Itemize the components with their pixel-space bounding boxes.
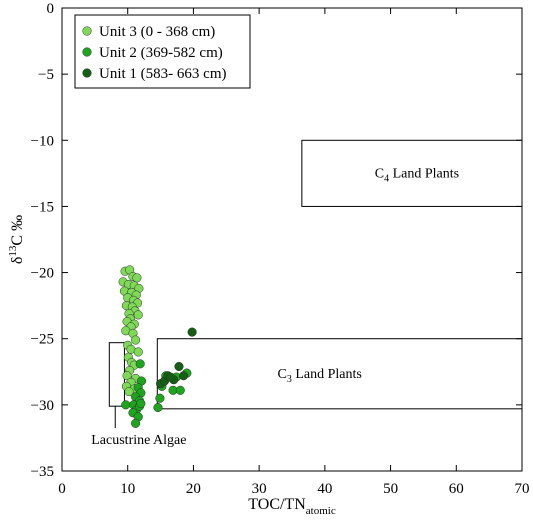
- axes-layer: 0 10 20 30 40 50 60 70 0 −5 −10 −15 −20 −25 −30 −35 TOC/…: [7, 1, 530, 517]
- c4-land-plants-label: C4 Land Plants: [375, 166, 459, 184]
- y-tick-label: −35: [31, 464, 54, 480]
- y-tick-label: −15: [31, 199, 54, 215]
- legend-marker: [82, 26, 92, 36]
- x-tick-label: 0: [58, 481, 66, 497]
- x-tick-label: 20: [186, 481, 201, 497]
- lacustrine-algae-box: [108, 342, 125, 407]
- y-axis-label: δ13C ‰: [7, 215, 26, 264]
- y-tick-label: −10: [31, 133, 54, 149]
- legend-box: [74, 14, 251, 89]
- plot-frame: [61, 7, 523, 472]
- x-axis-label: TOC/TNatomic: [248, 496, 336, 517]
- x-tick-label: 70: [515, 481, 530, 497]
- legend: Unit 3 (0 - 368 cm) Unit 2 (369-582 cm) Un…: [74, 14, 251, 89]
- data-point-unit-1: [179, 371, 189, 381]
- points-layer: [118, 265, 197, 428]
- data-point-unit-1: [174, 361, 184, 372]
- data-point-unit-3: [133, 310, 143, 320]
- y-tick-label: −20: [31, 266, 54, 282]
- legend-label: Unit 2 (369-582 cm): [99, 45, 223, 61]
- legend-marker: [82, 47, 92, 57]
- x-tick-label: 40: [317, 481, 332, 497]
- data-point-unit-3: [131, 335, 141, 345]
- data-point-unit-2: [135, 359, 145, 369]
- legend-label: Unit 3 (0 - 368 cm): [99, 24, 215, 40]
- x-tick-label: 50: [383, 481, 398, 497]
- x-tick-label: 30: [252, 481, 267, 497]
- c3-land-plants-label: C3 Land Plants: [277, 367, 361, 385]
- data-point-unit-2: [121, 400, 131, 410]
- y-tick-label: −25: [31, 332, 54, 348]
- data-point-unit-3: [124, 387, 134, 397]
- data-point-unit-2: [136, 398, 146, 409]
- y-tick-label: 0: [47, 1, 55, 17]
- data-point-unit-1: [165, 372, 175, 382]
- y-tick-label: −5: [38, 67, 54, 83]
- data-point-unit-3: [132, 273, 142, 283]
- data-point-unit-3: [133, 347, 143, 357]
- data-point-unit-1: [187, 327, 197, 337]
- lacustrine-algae-label: Lacustrine Algae: [91, 433, 186, 448]
- data-point-unit-2: [131, 418, 141, 428]
- y-tick-label: −30: [31, 398, 54, 414]
- x-tick-label: 10: [120, 481, 135, 497]
- legend-label: Unit 1 (583- 663 cm): [99, 66, 226, 82]
- data-point-unit-2: [155, 393, 165, 403]
- data-point-unit-3: [122, 371, 132, 381]
- data-point-unit-2: [153, 402, 163, 413]
- data-point-unit-2: [175, 385, 185, 395]
- regions-layer: C4 Land Plants C3 Land Plants Lacustrine A…: [91, 139, 523, 448]
- x-tick-label: 60: [449, 481, 464, 497]
- legend-marker: [82, 68, 92, 78]
